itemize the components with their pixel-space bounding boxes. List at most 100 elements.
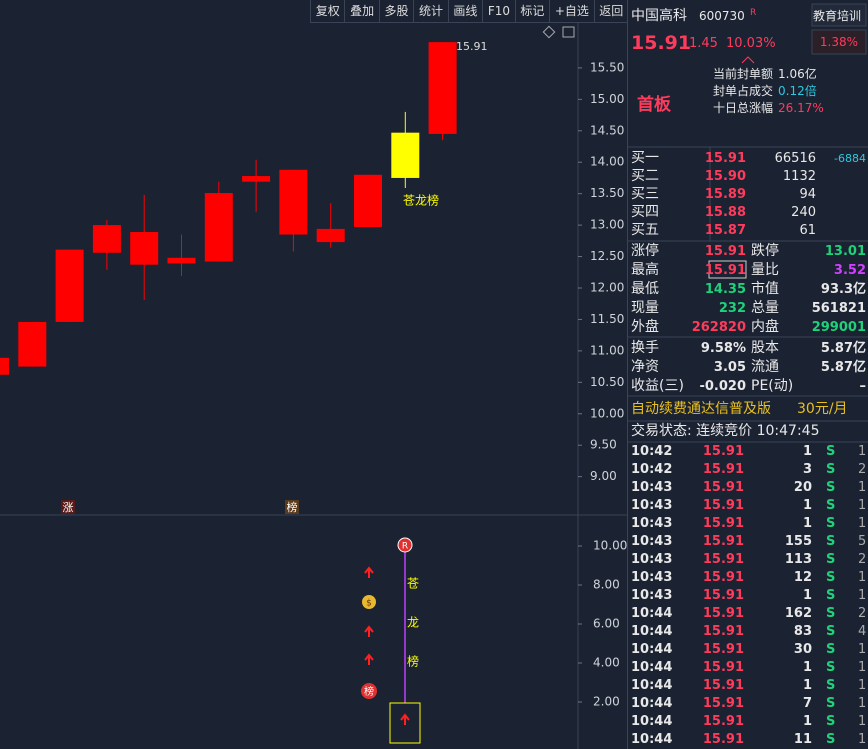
indicator-box [389,702,421,744]
toolbar-button[interactable]: 画线 [447,0,482,22]
book-price: 15.91 [704,150,746,166]
tick-price: 15.91 [702,695,744,711]
tick-volume: 7 [802,695,812,711]
high-label: 15.91 [456,40,488,53]
stock-code: 600730 [699,9,745,23]
candle-body [428,42,457,134]
tick-time: 10:42 [631,461,673,477]
highlight-box [708,260,747,279]
stat-label: 涨停 [631,243,659,259]
y-tick-label: 10.50 [590,375,624,389]
tick-time: 10:43 [631,479,673,495]
icon[interactable] [542,25,556,39]
tick-side: S [826,641,836,657]
stat-value: 5.87亿 [820,359,866,375]
marker-box [61,500,75,514]
info-label: 封单占成交 [712,84,773,98]
expand-caret[interactable] [741,56,755,64]
y-tick-label: 13.50 [590,186,624,200]
info-value: 1.06亿 [778,67,817,81]
tick-side: S [826,479,836,495]
candle-body [130,232,159,265]
toolbar-button[interactable]: 叠加 [344,0,378,22]
badge: R [402,542,408,552]
tick-price: 15.91 [702,533,744,549]
tick-side: S [826,587,836,603]
tick-count: 1 [858,659,867,675]
money-icon [362,595,376,609]
trade-status: 交易状态: 连续竞价 10:47:45 [631,423,820,439]
tick-volume: 113 [784,551,812,567]
y-tick-label: 10.00 [590,406,624,420]
y-tick-label: 4.00 [593,655,620,669]
indicator-label: 榜 [407,654,419,669]
tick-price: 15.91 [702,605,744,621]
toolbar-button[interactable]: F10 [482,0,515,22]
stat-value: 14.35 [704,281,746,297]
tick-side: S [826,623,836,639]
toolbar-button[interactable]: 复权 [310,0,344,22]
tick-volume: 155 [784,533,812,549]
y-tick-label: 13.00 [590,218,624,232]
candle-body [55,249,84,322]
tick-count: 1 [858,443,867,459]
stat-label: 内盘 [751,319,779,335]
tick-price: 15.91 [702,713,744,729]
stat-value: 3.05 [713,359,746,375]
tick-count: 2 [858,605,867,621]
tick-time: 10:43 [631,497,673,513]
stat-value: 5.87亿 [820,340,866,356]
info-value: 0.12倍 [778,84,817,98]
tick-volume: 162 [784,605,812,621]
tick-count: 1 [858,569,867,585]
sector-change-box [811,29,867,55]
y-tick-label: 2.00 [593,694,620,708]
toolbar-button[interactable]: 标记 [514,0,549,22]
arrow-icon [400,713,410,725]
tick-side: S [826,677,836,693]
y-tick-label: 15.00 [590,92,624,106]
stat-value: – [859,378,867,394]
tick-side: S [826,713,836,729]
tick-side: S [826,533,836,549]
book-price: 15.90 [704,168,746,184]
stat-label: 流通 [751,359,779,375]
y-tick-label: 12.00 [590,280,624,294]
tick-count: 2 [858,461,867,477]
tick-side: S [826,443,836,459]
tick-count: 5 [858,533,867,549]
stat-value: 561821 [811,300,866,316]
toolbar-button[interactable]: 统计 [413,0,447,22]
tick-time: 10:43 [631,587,673,603]
stat-label: 市值 [751,281,779,297]
tick-count: 1 [858,587,867,603]
stat-label: 总量 [751,300,779,316]
stat-label: 外盘 [631,319,659,335]
ad-price[interactable]: 30元/月 [797,401,848,417]
sector-box[interactable] [811,3,867,27]
toolbar-button[interactable]: 多股 [378,0,413,22]
sector[interactable]: 教育培训 [813,9,862,23]
tick-price: 15.91 [702,677,744,693]
stat-label: 股本 [751,340,779,356]
tick-volume: 30 [793,641,812,657]
book-volume: 94 [799,186,816,202]
icon[interactable] [562,26,575,38]
tick-count: 4 [858,623,867,639]
ad-text[interactable]: 自动续费通达信普及版 [631,401,771,417]
book-label: 买五 [631,222,659,238]
tick-price: 15.91 [702,659,744,675]
y-tick-label: 12.50 [590,249,624,263]
candle-body [167,257,196,264]
change: 1.45 [689,35,718,51]
toolbar-button[interactable]: +自选 [549,0,593,22]
tick-price: 15.91 [702,497,744,513]
tick-volume: 83 [793,623,812,639]
toolbar-button[interactable]: 返回 [593,0,628,22]
toolbar: 复权 叠加 多股 统计 画线 F10 标记 +自选 返回 [310,0,628,23]
y-tick-label: 14.50 [590,123,624,137]
tick-side: S [826,515,836,531]
stat-value: 13.01 [824,243,866,259]
stat-value: 9.58% [700,340,746,356]
